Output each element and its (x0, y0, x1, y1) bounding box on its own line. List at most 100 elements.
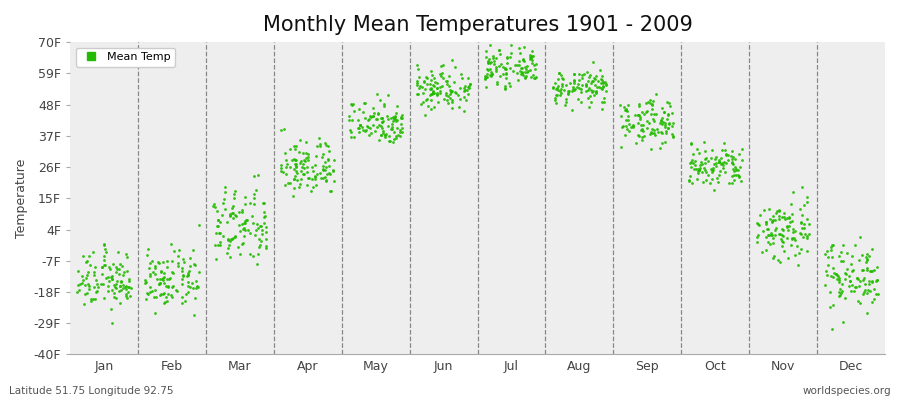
Point (711, 159, 725, 166)
Point (75, 280, 89, 287)
Point (148, 310, 162, 316)
Point (717, 169, 732, 176)
Point (511, 45, 526, 52)
Point (416, 98, 430, 105)
Point (445, 96, 459, 103)
Point (725, 159, 740, 166)
Point (843, 278, 858, 284)
Point (509, 70, 524, 76)
Point (717, 159, 732, 166)
Point (228, 212, 242, 218)
Point (545, 84, 560, 90)
Point (589, 88, 603, 94)
Point (519, 66, 534, 72)
Point (79, 258, 94, 264)
Point (763, 241, 778, 247)
Point (208, 256, 222, 263)
Point (478, 72, 492, 79)
Point (826, 242, 841, 248)
Point (799, 233, 814, 240)
Point (588, 76, 602, 82)
Point (791, 262, 806, 268)
Point (370, 124, 384, 130)
Point (288, 146, 302, 152)
Point (848, 284, 862, 290)
Point (424, 91, 438, 97)
Point (796, 202, 811, 208)
Point (461, 91, 475, 98)
Point (426, 81, 440, 88)
Point (752, 221, 766, 228)
Point (84, 298, 98, 304)
Point (515, 65, 529, 71)
Point (581, 94, 596, 101)
Point (165, 258, 179, 265)
Point (528, 74, 543, 80)
Point (148, 294, 163, 300)
Point (292, 160, 307, 166)
Point (111, 266, 125, 272)
Point (500, 60, 515, 66)
Point (864, 268, 878, 274)
Point (191, 284, 205, 290)
Point (253, 223, 267, 229)
Point (142, 273, 157, 279)
Point (635, 133, 650, 140)
Point (365, 104, 380, 111)
Point (156, 291, 170, 298)
Point (482, 60, 496, 66)
Point (780, 222, 795, 229)
Point (820, 272, 834, 278)
Point (358, 100, 373, 106)
Point (96, 295, 111, 301)
Point (834, 288, 849, 294)
Point (433, 71, 447, 77)
Point (454, 84, 468, 91)
Point (629, 140, 643, 146)
Point (169, 287, 184, 294)
Point (523, 54, 537, 60)
Point (392, 132, 406, 138)
Point (583, 99, 598, 105)
Point (319, 177, 333, 184)
Point (213, 239, 228, 246)
Point (380, 113, 394, 120)
Point (215, 212, 230, 218)
Point (865, 277, 879, 284)
Point (759, 234, 773, 240)
Point (438, 78, 453, 85)
Point (793, 206, 807, 212)
Point (666, 133, 680, 140)
Point (290, 170, 304, 176)
Point (631, 132, 645, 138)
Point (175, 294, 189, 300)
Point (153, 280, 167, 286)
Point (140, 290, 154, 296)
Point (655, 105, 670, 111)
Point (706, 165, 720, 172)
Point (238, 226, 252, 233)
Point (502, 80, 517, 86)
Point (226, 203, 240, 209)
Point (636, 133, 651, 139)
Point (456, 85, 471, 92)
Point (665, 131, 680, 137)
Point (94, 271, 109, 277)
Point (587, 92, 601, 98)
Point (865, 246, 879, 252)
Point (795, 225, 809, 232)
Point (94, 281, 108, 287)
Point (786, 226, 800, 232)
Point (486, 53, 500, 60)
Point (850, 274, 865, 281)
Point (288, 168, 302, 174)
Point (80, 272, 94, 278)
Point (574, 82, 589, 88)
Point (772, 212, 787, 219)
Point (482, 66, 497, 72)
Point (708, 162, 723, 169)
Point (112, 288, 126, 294)
Point (577, 70, 591, 77)
Point (500, 55, 515, 62)
Point (582, 72, 597, 78)
